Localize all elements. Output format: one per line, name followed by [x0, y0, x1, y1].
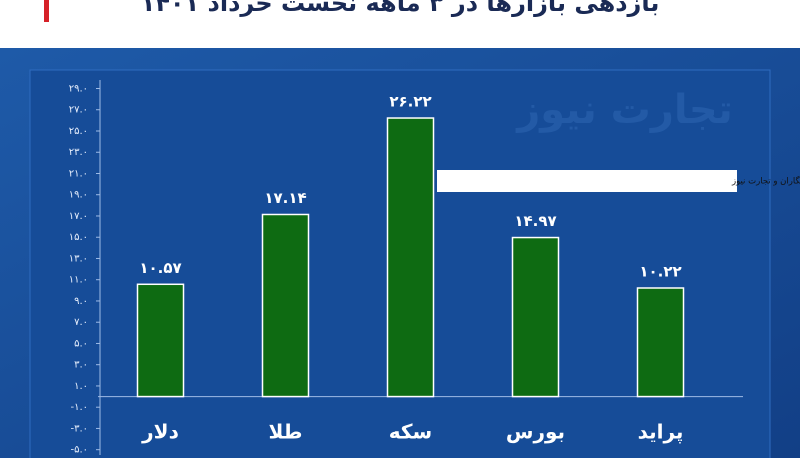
x-tick-label: دلار — [141, 420, 179, 444]
bar — [636, 287, 685, 398]
source-note: منبع: صرافی ملی، اتحادیه طلا، سازمان بور… — [731, 176, 800, 187]
y-tick-label: ۱۷.۰ — [69, 211, 88, 222]
y-tick-label: ۲۵.۰ — [69, 126, 88, 137]
y-tick-label: ۹.۰ — [74, 296, 88, 307]
bar — [261, 213, 310, 398]
y-tick-label: ۱۳.۰ — [69, 253, 88, 264]
y-tick-label: -۵.۰ — [70, 445, 88, 456]
y-tick-label: ۲۹.۰ — [69, 83, 88, 94]
value-label: ۲۶.۲۲ — [389, 93, 431, 111]
y-tick-label: ۷.۰ — [74, 317, 88, 328]
y-tick-label: ۲۷.۰ — [69, 105, 88, 116]
y-tick-label: ۱۱.۰ — [69, 275, 88, 286]
bar — [386, 117, 435, 398]
bar — [511, 236, 560, 398]
y-tick-label: -۱.۰ — [70, 402, 88, 413]
y-tick-label: ۲۳.۰ — [69, 147, 88, 158]
y-tick-label: ۱۹.۰ — [69, 190, 88, 201]
value-label: ۱۰.۵۷ — [139, 259, 181, 277]
value-label: ۱۰.۲۲ — [639, 263, 681, 281]
y-tick-label: ۵.۰ — [74, 338, 88, 349]
accent — [44, 0, 49, 22]
watermark: تجارت نیوز — [515, 87, 732, 133]
value-label: ۱۴.۹۷ — [514, 212, 556, 230]
source-box — [437, 170, 737, 192]
y-tick-label: ۱.۰ — [74, 381, 88, 392]
x-tick-label: سکه — [389, 420, 432, 444]
x-tick-label: طلا — [268, 420, 302, 444]
y-tick-label: ۳.۰ — [74, 360, 88, 371]
y-tick-label: ۱۵.۰ — [69, 232, 88, 243]
header-bg — [0, 0, 800, 48]
y-tick-label: -۳.۰ — [70, 423, 88, 434]
y-tick-label: ۲۱.۰ — [69, 168, 88, 179]
chart-title: بازدهی بازارها در ۳ ماهه نخست خرداد ۱۴۰۱ — [141, 0, 660, 17]
value-label: ۱۷.۱۴ — [264, 189, 306, 207]
bar — [136, 283, 185, 398]
x-tick-label: پراید — [638, 420, 684, 445]
x-tick-label: بورس — [506, 420, 565, 444]
